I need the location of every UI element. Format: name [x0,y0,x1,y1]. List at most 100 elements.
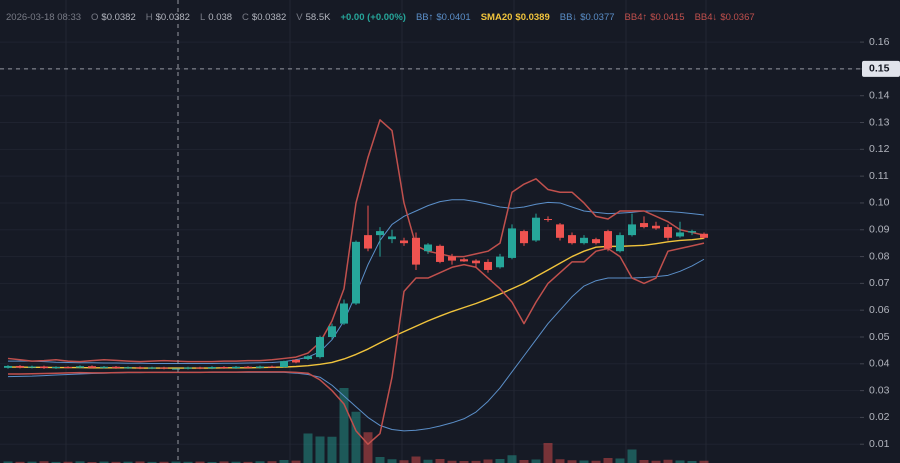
ohlcv-item: L 0.038 [200,12,232,23]
volume-bar [39,461,49,463]
legend-name: BB↑ [415,12,434,23]
y-tick-label: 0.01 [869,438,890,450]
candle-body [508,228,516,258]
volume-bar [207,461,217,463]
candle-body [640,223,648,228]
y-tick-label: 0.12 [869,143,890,155]
volume-bar [627,449,637,463]
header: 2026-03-18 08:33 O $0.0382 H $0.0382 L 0.038 C… [6,12,755,23]
volume-bar [147,461,157,463]
candle-body [76,366,84,368]
indicators [7,119,705,445]
ohlcv-item: O $0.0382 [91,12,136,23]
volume-bar [543,443,553,463]
volume-bar [519,460,529,463]
candle-body [436,245,444,262]
legend-name: BB4↑ [624,12,648,23]
volume-bar [423,459,433,463]
legend-value: $0.0377 [580,12,615,23]
ohlcv-item: H $0.0382 [146,12,190,23]
volume-bar [387,459,397,463]
volume-bar [495,459,505,463]
legend-item: SMA20 $0.0389 [481,12,550,23]
volume-bar [51,461,61,463]
indicator-line [7,119,705,363]
candle-body [652,225,660,229]
candle-body [592,239,600,244]
y-tick-label: 0.07 [869,277,890,289]
candle-body [676,232,684,237]
volume-bar [459,461,469,463]
candle-body [124,367,132,369]
candle-body [28,366,36,368]
candles [4,205,708,370]
crosshair-label: 0.15 [869,63,890,75]
ohlcv-item: C $0.0382 [242,12,286,23]
volume-bar [531,459,541,463]
y-tick-label: 0.06 [869,304,890,316]
y-tick-label: 0.16 [869,36,890,48]
volume-bar [351,411,361,463]
volume-bar [279,460,289,463]
volume-bar [639,460,649,463]
y-tick-label: 0.04 [869,358,890,370]
volume-bar [243,461,253,463]
volume-bar [255,461,265,463]
candle-body [268,366,276,368]
volume-bar [123,461,133,463]
candle-body [232,366,240,369]
candle-body [604,231,612,249]
candle-body [376,231,384,236]
volume-bar [651,460,661,463]
change: +0.00 (+0.00%) [340,12,406,23]
candle-body [256,366,264,368]
ohlcv-value: 58.5K [305,12,331,23]
candle-body [520,231,528,244]
volume-bar [231,461,241,463]
candle-body [244,366,252,368]
candle-body [424,244,432,252]
candle-body [616,235,624,252]
candle-body [196,367,204,369]
ohlcv-label: V [296,12,303,23]
candle-body [352,241,360,304]
volume-bar [99,461,109,463]
crosshair: 0.15 [0,60,900,77]
volume-bar [63,461,73,463]
legend-item: BB4↑ $0.0415 [625,12,685,23]
volume-bar [27,461,37,463]
ohlcv-value: $0.0382 [101,12,136,23]
candle-body [148,367,156,369]
volume-bar [183,461,193,463]
volume-bar [675,460,685,463]
y-tick-label: 0.02 [869,411,890,423]
legend-item: BB↑ $0.0401 [416,12,471,23]
volume-bar [159,461,169,463]
volume-bar [411,456,421,463]
y-tick-label: 0.09 [869,224,890,236]
volume-bar [171,461,181,463]
volume-bar [363,432,373,463]
time: 2026-03-18 08:33 [6,12,82,23]
volume-bar [315,436,325,463]
y-tick-label: 0.03 [869,384,890,396]
legend-item: BB4↓ $0.0367 [695,12,755,23]
y-tick-label: 0.13 [869,116,890,128]
volume-bar [447,460,457,463]
y-tick-label: 0.10 [869,197,890,209]
legend-item: BB↓ $0.0377 [560,12,615,23]
grid [0,41,860,445]
legend-value: $0.0401 [436,12,471,23]
legend-value: $0.0415 [650,12,685,23]
legend-name: BB↓ [559,12,578,23]
volume-bar [399,460,409,463]
volume-bar [75,461,85,463]
candle-body [568,235,576,244]
volume-bar [603,458,613,463]
volume-bar [195,461,205,463]
candle-body [160,367,168,369]
volume-bar [579,460,589,463]
volume-bar [267,461,277,463]
volume-bar [375,457,385,463]
volume-bar [3,461,13,463]
